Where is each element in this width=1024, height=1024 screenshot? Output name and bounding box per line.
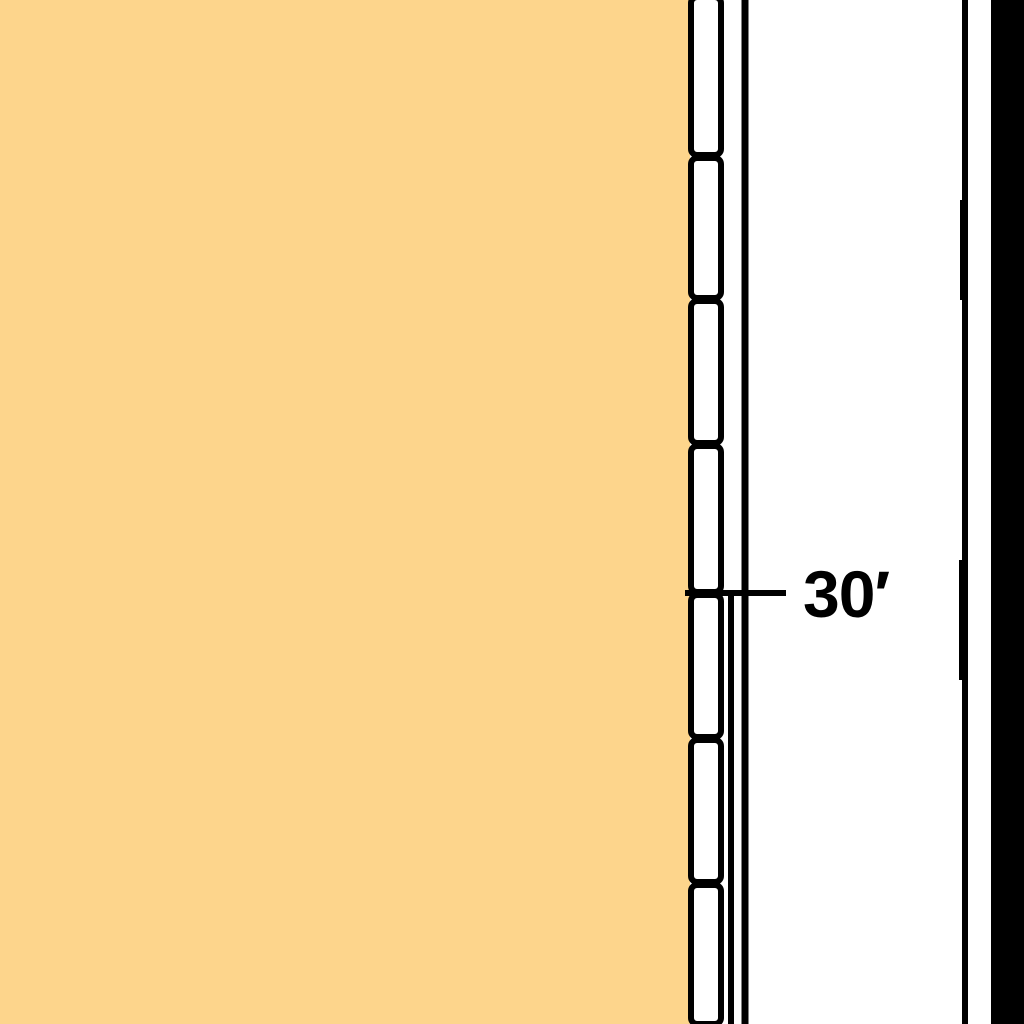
pipe-segment	[688, 443, 724, 595]
pipe-segment	[688, 298, 724, 446]
pipe-segment	[688, 0, 724, 158]
pipe-segment	[688, 592, 724, 740]
pipe-segment	[688, 882, 724, 1024]
shaded-region	[0, 0, 690, 1024]
pipe-segment	[688, 155, 724, 301]
thick-border	[991, 0, 1024, 1024]
pipe-segment	[688, 737, 724, 885]
depth-label: 30′	[803, 557, 890, 631]
pipe-segments	[688, 0, 724, 1024]
